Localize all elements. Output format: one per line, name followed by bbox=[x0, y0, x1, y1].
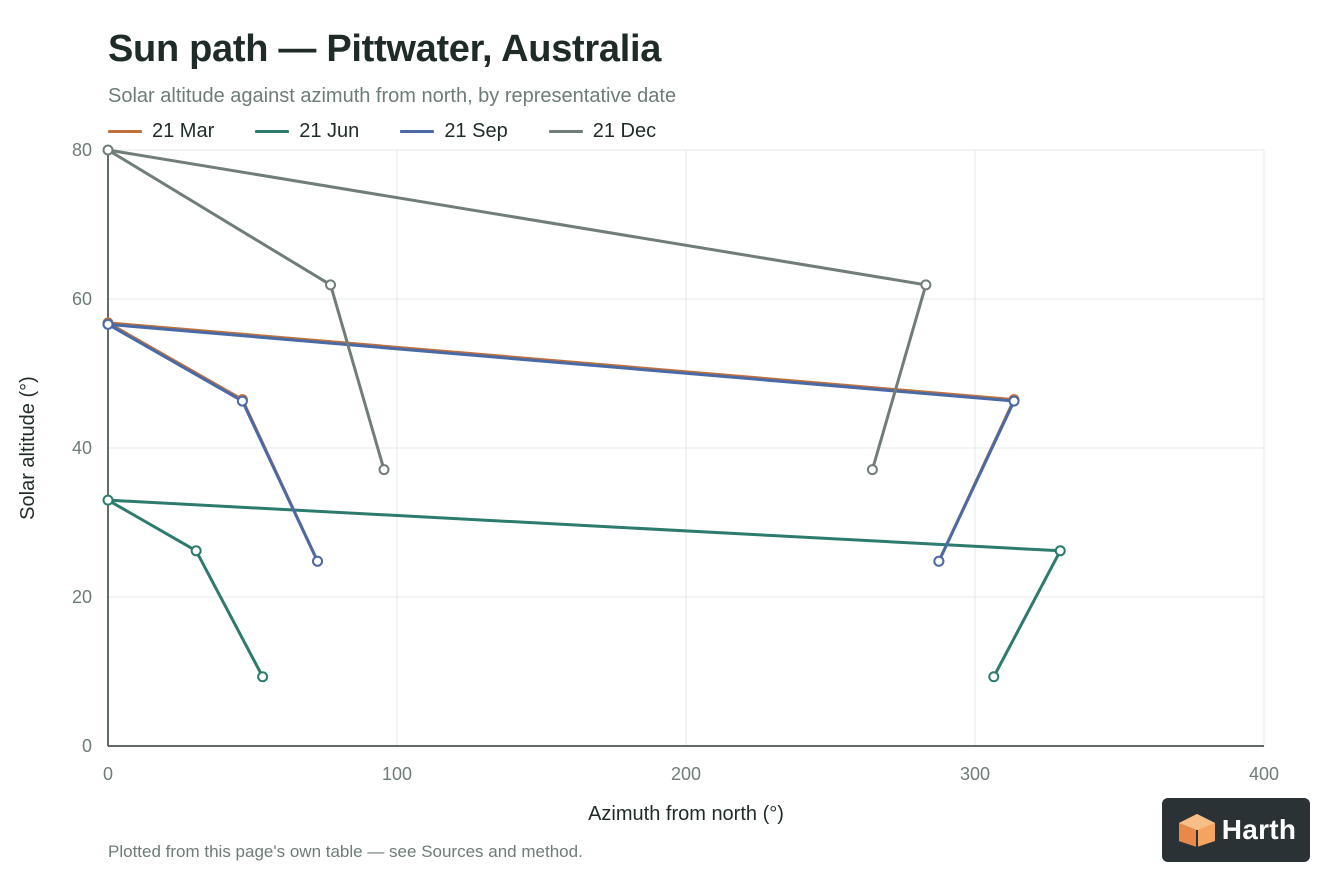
y-tick-label: 40 bbox=[72, 438, 92, 458]
brand-logo[interactable]: Harth bbox=[1162, 798, 1310, 862]
x-tick-label: 200 bbox=[671, 764, 701, 784]
footnote: Plotted from this page's own table — see… bbox=[108, 842, 583, 861]
x-tick-label: 0 bbox=[103, 764, 113, 784]
data-point-3 bbox=[866, 464, 878, 476]
data-point-3 bbox=[102, 144, 114, 156]
data-point-2 bbox=[1008, 395, 1020, 407]
legend-label: 21 Dec bbox=[592, 120, 657, 142]
x-axis-label: Azimuth from north (°) bbox=[588, 803, 784, 825]
x-tick-label: 400 bbox=[1249, 764, 1279, 784]
data-point-3 bbox=[325, 279, 337, 291]
chart-title: Sun path — Pittwater, Australia bbox=[108, 28, 662, 70]
y-axis-label: Solar altitude (°) bbox=[17, 376, 39, 520]
data-point-2 bbox=[236, 395, 248, 407]
data-point-2 bbox=[312, 555, 324, 567]
data-point-1 bbox=[102, 494, 114, 506]
chart-subtitle: Solar altitude against azimuth from nort… bbox=[108, 85, 677, 107]
data-point-2 bbox=[102, 318, 114, 330]
y-tick-label: 60 bbox=[72, 289, 92, 309]
data-point-2 bbox=[933, 555, 945, 567]
y-tick-label: 80 bbox=[72, 140, 92, 160]
chart-legend: 21 Mar 21 Jun 21 Sep 21 Dec bbox=[108, 120, 697, 143]
series-line-1 bbox=[106, 498, 1062, 679]
brand-name: Harth bbox=[1221, 814, 1297, 845]
data-point-1 bbox=[1054, 545, 1066, 557]
legend-swatch bbox=[108, 130, 142, 133]
x-tick-label: 100 bbox=[382, 764, 412, 784]
legend-label: 21 Sep bbox=[444, 120, 508, 142]
legend-swatch bbox=[255, 130, 290, 133]
y-tick-label: 0 bbox=[82, 736, 92, 756]
x-tick-label: 300 bbox=[960, 764, 990, 784]
series-line-3 bbox=[106, 148, 928, 472]
legend-label: 21 Mar bbox=[152, 120, 215, 142]
legend-item[interactable]: 21 Jun bbox=[255, 120, 359, 143]
house-cube-icon bbox=[1178, 814, 1215, 847]
data-point-3 bbox=[378, 464, 390, 476]
legend-swatch bbox=[400, 130, 435, 133]
data-point-1 bbox=[190, 545, 202, 557]
data-point-3 bbox=[920, 279, 932, 291]
legend-item[interactable]: 21 Mar bbox=[108, 120, 214, 143]
data-point-1 bbox=[988, 671, 1000, 683]
legend-label: 21 Jun bbox=[299, 120, 360, 142]
y-tick-label: 20 bbox=[72, 587, 92, 607]
legend-item[interactable]: 21 Sep bbox=[400, 120, 508, 143]
data-point-1 bbox=[257, 671, 269, 683]
legend-item[interactable]: 21 Dec bbox=[548, 120, 657, 143]
legend-swatch bbox=[548, 130, 583, 133]
